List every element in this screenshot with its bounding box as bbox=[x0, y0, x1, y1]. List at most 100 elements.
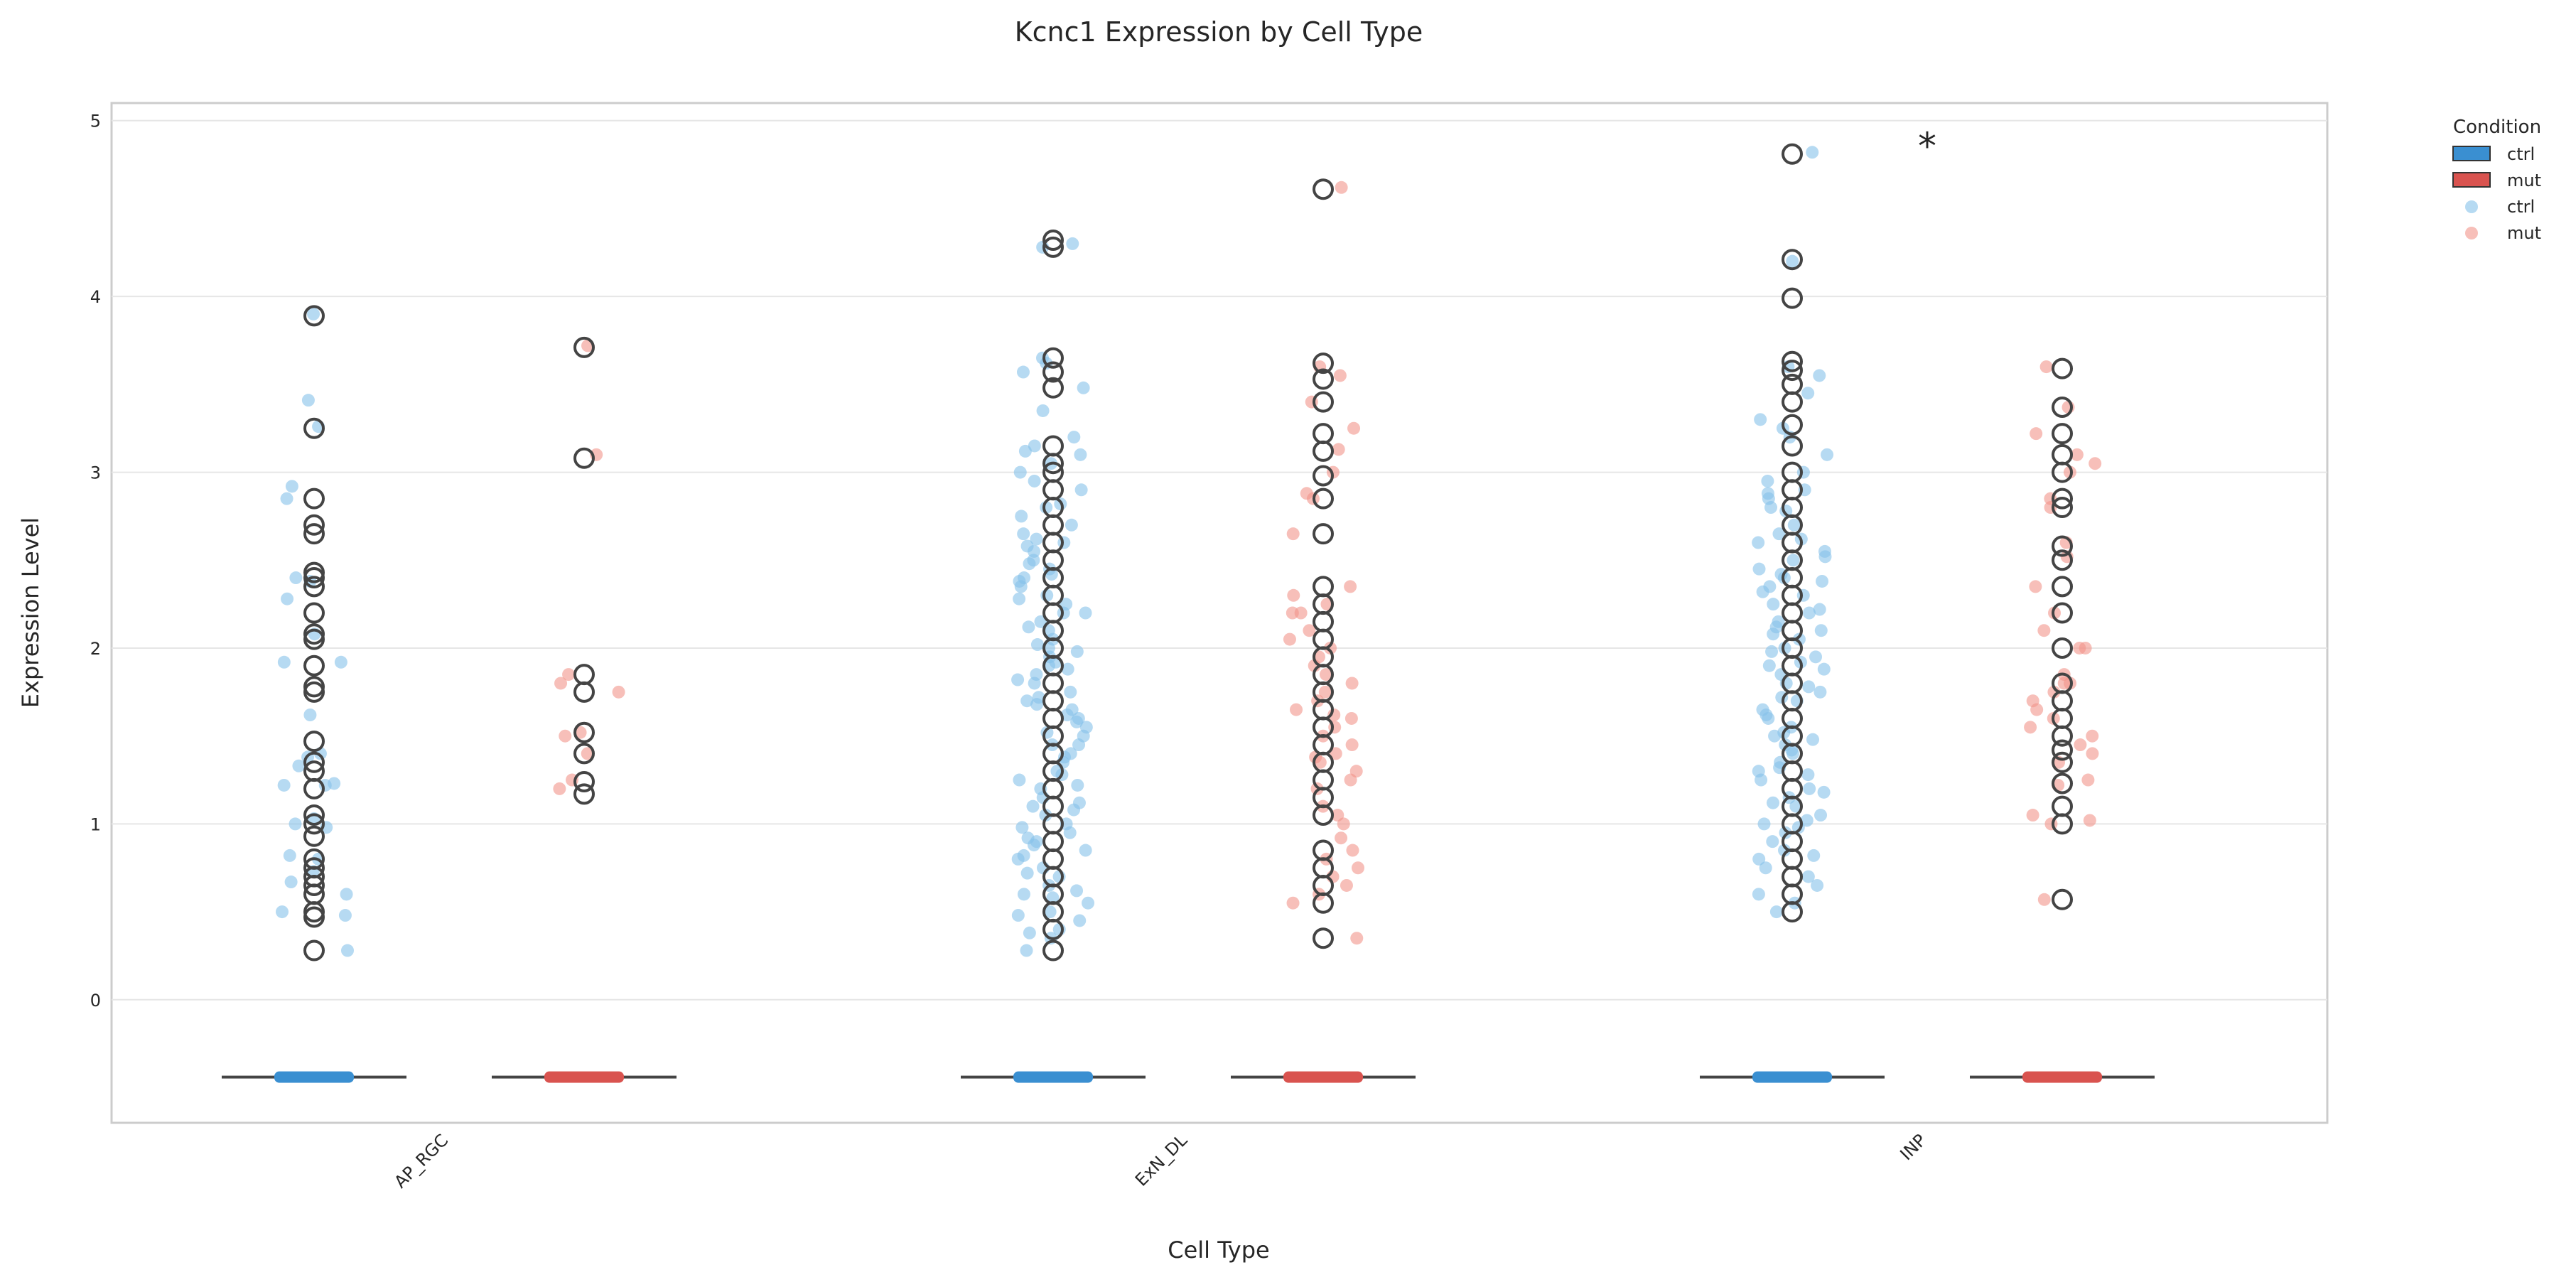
outlier-marker bbox=[2052, 795, 2073, 817]
strip-point bbox=[1769, 905, 1783, 919]
outlier-marker bbox=[2052, 672, 2073, 694]
strip-point bbox=[2063, 465, 2076, 479]
outlier-marker bbox=[1782, 287, 1803, 309]
strip-point bbox=[1013, 574, 1026, 588]
strip-point bbox=[1344, 711, 1358, 725]
strip-point bbox=[1071, 778, 1084, 792]
annotations: * bbox=[1918, 125, 1936, 168]
strip-point bbox=[1800, 814, 1814, 827]
outlier-marker bbox=[303, 623, 325, 645]
box-INP-ctrl bbox=[1752, 1071, 1832, 1083]
strip-point bbox=[340, 888, 353, 901]
box-INP-mut bbox=[2022, 1071, 2102, 1083]
outlier-marker bbox=[1782, 373, 1803, 395]
outlier-marker bbox=[303, 576, 325, 598]
strip-point bbox=[1016, 365, 1030, 379]
strip-point bbox=[1319, 668, 1332, 682]
strip-point bbox=[1015, 821, 1029, 834]
strip-point bbox=[277, 778, 291, 792]
strip-point bbox=[301, 394, 315, 407]
strip-point bbox=[338, 909, 352, 922]
outlier-marker bbox=[1042, 939, 1064, 962]
strip-point bbox=[1772, 527, 1786, 541]
outlier-marker bbox=[2052, 888, 2073, 910]
legend-swatch bbox=[2452, 146, 2491, 161]
strip-point bbox=[1040, 501, 1053, 515]
strip-point bbox=[1801, 768, 1815, 782]
strip-point bbox=[2073, 641, 2086, 655]
strip-point bbox=[1015, 510, 1028, 523]
strip-points bbox=[276, 146, 2102, 957]
strip-point bbox=[1816, 574, 1829, 588]
outlier-marker bbox=[1782, 249, 1803, 271]
strip-point bbox=[1814, 809, 1828, 822]
strip-point bbox=[2030, 703, 2044, 716]
outlier-marker bbox=[1042, 236, 1064, 258]
outlier-marker bbox=[303, 602, 325, 624]
strip-point bbox=[1779, 826, 1792, 839]
outlier-marker bbox=[303, 848, 325, 870]
strip-point bbox=[1821, 448, 1834, 461]
outlier-marker bbox=[2052, 576, 2073, 598]
outlier-marker bbox=[303, 857, 325, 879]
outlier-marker bbox=[1042, 347, 1064, 369]
outlier-marker bbox=[1042, 377, 1064, 399]
strip-point bbox=[1082, 896, 1095, 910]
outlier-marker bbox=[1782, 143, 1803, 165]
strip-point bbox=[292, 759, 306, 772]
strip-point bbox=[2029, 580, 2042, 593]
strip-point bbox=[1286, 896, 1300, 910]
outlier-marker bbox=[1313, 927, 1334, 949]
strip-point bbox=[1764, 501, 1778, 515]
strip-point bbox=[1013, 465, 1027, 479]
grid-lines bbox=[112, 119, 2327, 1001]
chart-title: Kcnc1 Expression by Cell Type bbox=[1015, 16, 1423, 48]
strip-point bbox=[2037, 893, 2051, 906]
strip-point bbox=[1022, 620, 1035, 634]
strip-point bbox=[1079, 606, 1092, 620]
strip-point bbox=[1324, 641, 1337, 655]
outlier-marker bbox=[573, 447, 595, 469]
strip-point bbox=[1057, 536, 1071, 549]
strip-point bbox=[1335, 831, 1348, 845]
strip-point bbox=[1034, 615, 1047, 628]
strip-point bbox=[1350, 932, 1364, 945]
y-axis-label: Expression Level bbox=[17, 517, 44, 708]
strip-point bbox=[277, 655, 291, 669]
strip-point bbox=[1013, 592, 1026, 605]
strip-point bbox=[1344, 773, 1357, 787]
strip-point bbox=[1340, 878, 1353, 892]
strip-point bbox=[1802, 680, 1816, 694]
strip-point bbox=[1011, 673, 1025, 686]
outlier-marker bbox=[303, 731, 325, 753]
outlier-marker bbox=[1313, 488, 1334, 510]
outlier-marker bbox=[303, 804, 325, 826]
outlier-marker bbox=[573, 721, 595, 743]
outlier-marker bbox=[1782, 435, 1803, 457]
strip-point bbox=[1778, 844, 1791, 857]
strip-point bbox=[1755, 773, 1768, 787]
outlier-marker bbox=[303, 813, 325, 835]
strip-point bbox=[562, 668, 576, 682]
strip-point bbox=[581, 747, 594, 760]
strip-point bbox=[1030, 532, 1043, 546]
strip-point bbox=[1074, 483, 1088, 497]
outlier-marker bbox=[1782, 414, 1803, 436]
outlier-marker bbox=[303, 825, 325, 847]
strip-point bbox=[2081, 773, 2095, 787]
outlier-marker bbox=[573, 664, 595, 686]
outlier-marker bbox=[1042, 435, 1064, 457]
strip-point bbox=[1318, 685, 1332, 699]
strip-point bbox=[280, 492, 293, 505]
strip-point bbox=[1320, 598, 1334, 611]
strip-point bbox=[1789, 799, 1803, 813]
strip-point bbox=[559, 729, 572, 743]
outlier-marker bbox=[2052, 423, 2073, 445]
legend-marker bbox=[2465, 227, 2478, 239]
outlier-marker bbox=[1042, 229, 1064, 251]
strip-point bbox=[2048, 606, 2062, 620]
strip-point bbox=[1787, 554, 1800, 567]
strip-point bbox=[1023, 926, 1036, 939]
strip-point bbox=[1766, 835, 1779, 849]
legend: Condition ctrl mut ctrl mut bbox=[2452, 117, 2541, 243]
